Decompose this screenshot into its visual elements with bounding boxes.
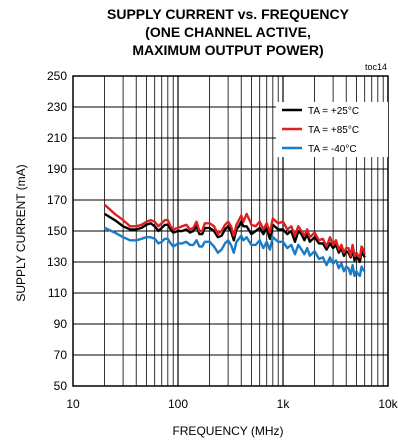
series-line-0 <box>103 212 366 264</box>
y-tick-label: 70 <box>54 348 68 362</box>
y-tick-label: 130 <box>47 255 67 269</box>
legend-label-minus40c: TA = -40°C <box>308 144 357 155</box>
series-line-1 <box>103 203 366 259</box>
x-tick-label: 1k <box>277 397 291 411</box>
y-tick-label: 170 <box>47 193 67 207</box>
y-tick-label: 250 <box>47 69 67 83</box>
x-tick-label: 10 <box>66 397 80 411</box>
y-tick-label: 110 <box>48 286 67 300</box>
figure-tag: toc14 <box>365 62 387 72</box>
chart-title-line-2: (ONE CHANNEL ACTIVE, <box>145 24 311 40</box>
y-tick-label: 50 <box>54 379 68 393</box>
y-tick-label: 150 <box>47 224 67 238</box>
plot-frame <box>72 75 389 387</box>
legend-label-85c: TA = +85°C <box>308 125 359 136</box>
x-tick-label: 100 <box>168 397 188 411</box>
y-tick-label: 230 <box>47 100 67 114</box>
series-lines <box>103 203 366 278</box>
grid <box>73 75 388 387</box>
legend-label-25c: TA = +25°C <box>308 106 359 117</box>
y-tick-label: 210 <box>47 131 67 145</box>
tick-labels: 50 70 90 110 130 150 170 190 210 230 250 10 100 1k 10k <box>47 69 398 411</box>
series-line-2 <box>104 226 366 278</box>
y-tick-label: 90 <box>54 317 68 331</box>
y-tick-label: 190 <box>47 162 67 176</box>
chart-title-line-3: MAXIMUM OUTPUT POWER) <box>132 42 323 58</box>
legend: TA = +25°C TA = +85°C TA = -40°C <box>276 102 388 157</box>
x-tick-label: 10k <box>378 397 398 411</box>
chart-title-line-1: SUPPLY CURRENT vs. FREQUENCY <box>107 6 350 22</box>
y-axis-title: SUPPLY CURRENT (mA) <box>14 164 28 301</box>
x-axis-title: FREQUENCY (MHz) <box>172 424 283 438</box>
